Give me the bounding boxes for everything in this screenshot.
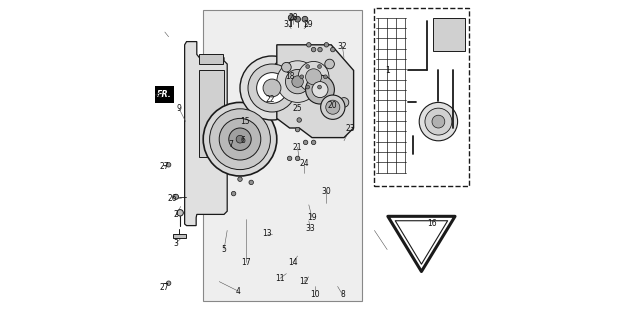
- Circle shape: [288, 156, 292, 161]
- Circle shape: [311, 140, 316, 145]
- Text: 1: 1: [385, 66, 389, 75]
- Circle shape: [219, 118, 261, 160]
- Circle shape: [281, 62, 291, 72]
- Circle shape: [236, 135, 244, 143]
- Circle shape: [311, 47, 316, 52]
- Text: 4: 4: [236, 287, 241, 296]
- Text: 22: 22: [266, 95, 275, 104]
- Text: 3: 3: [173, 239, 178, 248]
- Circle shape: [312, 82, 328, 98]
- Text: 24: 24: [299, 159, 309, 168]
- Text: 20: 20: [328, 101, 338, 110]
- Text: 27: 27: [160, 284, 170, 292]
- Circle shape: [295, 16, 301, 22]
- FancyBboxPatch shape: [432, 18, 465, 51]
- Circle shape: [210, 109, 270, 170]
- Text: 6: 6: [241, 136, 246, 145]
- Text: 21: 21: [293, 143, 303, 152]
- Circle shape: [167, 281, 171, 285]
- Circle shape: [302, 16, 308, 22]
- Circle shape: [306, 75, 334, 104]
- Circle shape: [326, 100, 340, 114]
- Text: 25: 25: [293, 104, 303, 113]
- Circle shape: [238, 177, 242, 181]
- Text: 29: 29: [304, 20, 314, 28]
- Circle shape: [232, 191, 236, 196]
- Text: 12: 12: [300, 277, 309, 286]
- Circle shape: [173, 194, 178, 199]
- Circle shape: [323, 75, 328, 79]
- Polygon shape: [203, 10, 361, 301]
- Text: 15: 15: [240, 117, 250, 126]
- Text: 17: 17: [241, 258, 251, 267]
- Text: 2: 2: [173, 210, 178, 219]
- Text: 14: 14: [288, 258, 298, 267]
- Text: 16: 16: [427, 220, 437, 228]
- Circle shape: [285, 69, 310, 94]
- Circle shape: [303, 140, 308, 145]
- Polygon shape: [199, 54, 223, 64]
- Circle shape: [263, 79, 281, 97]
- Text: 7: 7: [228, 140, 233, 148]
- Circle shape: [277, 61, 318, 102]
- Text: 5: 5: [222, 245, 227, 254]
- Polygon shape: [388, 216, 455, 271]
- Text: 11: 11: [275, 274, 285, 283]
- Circle shape: [292, 76, 303, 87]
- Circle shape: [288, 15, 294, 20]
- Polygon shape: [199, 70, 224, 157]
- Circle shape: [306, 69, 321, 85]
- Circle shape: [318, 47, 322, 52]
- Text: 19: 19: [307, 213, 317, 222]
- Circle shape: [292, 55, 335, 99]
- Circle shape: [298, 61, 329, 92]
- Text: 10: 10: [310, 290, 320, 299]
- Text: 32: 32: [338, 42, 347, 51]
- Circle shape: [297, 118, 301, 122]
- Text: 30: 30: [321, 188, 331, 196]
- Circle shape: [324, 43, 329, 47]
- Text: 28: 28: [288, 13, 298, 22]
- Circle shape: [318, 85, 321, 89]
- Circle shape: [295, 127, 300, 132]
- FancyBboxPatch shape: [155, 86, 174, 103]
- Text: 18: 18: [285, 72, 295, 81]
- Text: 23: 23: [346, 124, 355, 132]
- Circle shape: [249, 180, 253, 185]
- Polygon shape: [185, 42, 227, 226]
- Circle shape: [229, 128, 251, 150]
- Circle shape: [295, 156, 300, 161]
- Circle shape: [240, 56, 304, 120]
- Polygon shape: [173, 234, 185, 238]
- Text: 13: 13: [262, 229, 272, 238]
- Text: 26: 26: [168, 194, 178, 203]
- Polygon shape: [277, 45, 354, 138]
- Circle shape: [306, 85, 310, 89]
- Circle shape: [300, 75, 304, 79]
- Text: 27: 27: [160, 162, 170, 171]
- Circle shape: [419, 102, 457, 141]
- Circle shape: [321, 95, 345, 119]
- Text: 33: 33: [306, 224, 315, 233]
- Circle shape: [325, 59, 334, 69]
- Circle shape: [306, 43, 311, 47]
- Circle shape: [432, 115, 445, 128]
- Circle shape: [306, 65, 310, 68]
- Circle shape: [256, 73, 288, 103]
- Circle shape: [318, 65, 321, 68]
- Circle shape: [331, 47, 335, 52]
- Circle shape: [248, 64, 296, 112]
- Text: 8: 8: [340, 290, 345, 299]
- Circle shape: [177, 210, 183, 216]
- Circle shape: [270, 53, 326, 110]
- Circle shape: [203, 102, 277, 176]
- Text: 9: 9: [177, 104, 182, 113]
- Text: FR.: FR.: [157, 90, 172, 99]
- Text: 31: 31: [283, 20, 293, 28]
- FancyBboxPatch shape: [374, 8, 469, 186]
- Circle shape: [339, 98, 349, 107]
- Circle shape: [425, 108, 452, 135]
- Circle shape: [167, 163, 171, 167]
